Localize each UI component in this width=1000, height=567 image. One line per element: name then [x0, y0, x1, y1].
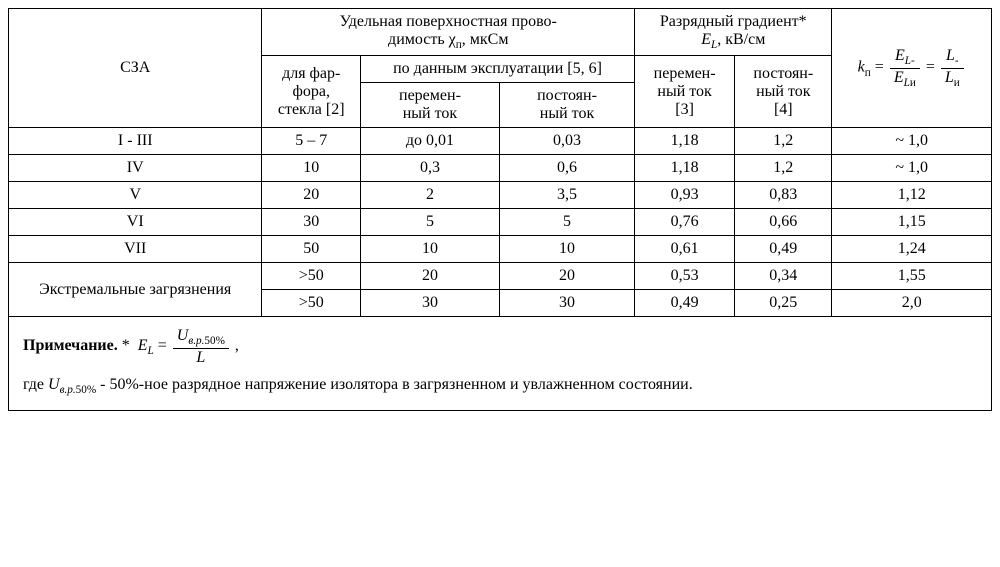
- cell-glass: 5 – 7: [262, 128, 361, 155]
- cell-kp: 1,24: [832, 236, 992, 263]
- cell-glass: 10: [262, 155, 361, 182]
- cell-grad-dc: 0,25: [735, 290, 832, 317]
- cell-sza: IV: [9, 155, 262, 182]
- footnote: Примечание. * EL = Uв.р.50% L , где Uв.р…: [9, 317, 992, 411]
- header-group-conductivity: Удельная поверхностная прово-димость χп,…: [262, 9, 635, 56]
- cell-grad-dc: 0,49: [735, 236, 832, 263]
- footnote-text: - 50%-ное разрядное напряжение изолятора…: [100, 376, 693, 393]
- cell-exp-ac: 10: [360, 236, 499, 263]
- footnote-label: Примечание.: [23, 337, 118, 354]
- cell-kp: 1,55: [832, 263, 992, 290]
- table-row: IV 10 0,3 0,6 1,18 1,2 ~ 1,0: [9, 155, 992, 182]
- header-grad-ac: перемен-ный ток[3]: [635, 56, 735, 128]
- table-row: VII 50 10 10 0,61 0,49 1,24: [9, 236, 992, 263]
- cell-sza-extreme: Экстремальные загрязнения: [9, 263, 262, 317]
- data-table: СЗА Удельная поверхностная прово-димость…: [8, 8, 992, 411]
- cell-grad-dc: 0,66: [735, 209, 832, 236]
- cell-grad-dc: 0,83: [735, 182, 832, 209]
- header-group-gradient: Разрядный градиент*EL, кВ/см: [635, 9, 832, 56]
- cell-grad-dc: 1,2: [735, 155, 832, 182]
- cell-grad-ac: 0,76: [635, 209, 735, 236]
- cell-grad-dc: 1,2: [735, 128, 832, 155]
- cell-grad-ac: 0,93: [635, 182, 735, 209]
- cell-grad-ac: 1,18: [635, 155, 735, 182]
- cell-exp-dc: 5: [499, 209, 634, 236]
- header-exp: по данным эксплуатации [5, 6]: [360, 56, 634, 83]
- cell-kp: 1,12: [832, 182, 992, 209]
- cell-sza: VII: [9, 236, 262, 263]
- cell-kp: 1,15: [832, 209, 992, 236]
- cell-exp-dc: 10: [499, 236, 634, 263]
- header-glass: для фар-фора,стекла [2]: [262, 56, 361, 128]
- cell-glass: >50: [262, 290, 361, 317]
- cell-sza: I - III: [9, 128, 262, 155]
- table-row: VI 30 5 5 0,76 0,66 1,15: [9, 209, 992, 236]
- table-row: V 20 2 3,5 0,93 0,83 1,12: [9, 182, 992, 209]
- cell-exp-dc: 20: [499, 263, 634, 290]
- table-row: Экстремальные загрязнения >50 20 20 0,53…: [9, 263, 992, 290]
- header-exp-dc: постоян-ный ток: [499, 83, 634, 128]
- header-kp-formula: kп = EL- ELи = L- Lи: [832, 9, 992, 128]
- cell-grad-ac: 1,18: [635, 128, 735, 155]
- table-row: I - III 5 – 7 до 0,01 0,03 1,18 1,2 ~ 1,…: [9, 128, 992, 155]
- cell-exp-dc: 30: [499, 290, 634, 317]
- cell-kp: ~ 1,0: [832, 128, 992, 155]
- header-sza: СЗА: [9, 9, 262, 128]
- header-exp-ac: перемен-ный ток: [360, 83, 499, 128]
- cell-grad-ac: 0,61: [635, 236, 735, 263]
- cell-exp-ac: 2: [360, 182, 499, 209]
- cell-sza: V: [9, 182, 262, 209]
- cell-exp-ac: 5: [360, 209, 499, 236]
- cell-kp: 2,0: [832, 290, 992, 317]
- cell-glass: 50: [262, 236, 361, 263]
- footnote-where: где: [23, 376, 48, 393]
- cell-exp-dc: 0,6: [499, 155, 634, 182]
- cell-exp-ac: 30: [360, 290, 499, 317]
- cell-grad-dc: 0,34: [735, 263, 832, 290]
- cell-grad-ac: 0,53: [635, 263, 735, 290]
- cell-glass: >50: [262, 263, 361, 290]
- cell-exp-dc: 0,03: [499, 128, 634, 155]
- cell-exp-dc: 3,5: [499, 182, 634, 209]
- cell-kp: ~ 1,0: [832, 155, 992, 182]
- cell-grad-ac: 0,49: [635, 290, 735, 317]
- cell-exp-ac: 0,3: [360, 155, 499, 182]
- cell-glass: 30: [262, 209, 361, 236]
- cell-sza: VI: [9, 209, 262, 236]
- cell-exp-ac: 20: [360, 263, 499, 290]
- header-grad-dc: постоян-ный ток[4]: [735, 56, 832, 128]
- cell-glass: 20: [262, 182, 361, 209]
- cell-exp-ac: до 0,01: [360, 128, 499, 155]
